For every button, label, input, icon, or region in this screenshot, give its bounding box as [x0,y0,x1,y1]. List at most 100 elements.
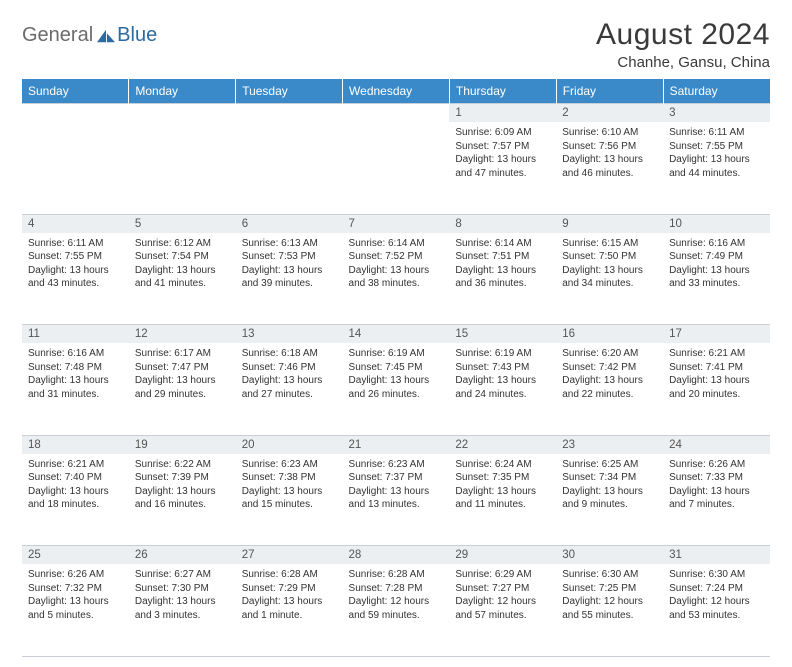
day-detail: Sunrise: 6:19 AMSunset: 7:43 PMDaylight:… [449,343,556,405]
sunrise-text: Sunrise: 6:13 AM [242,237,337,251]
daynum-cell: 31 [663,546,770,565]
sunset-text: Sunset: 7:29 PM [242,582,337,596]
detail-cell: Sunrise: 6:27 AMSunset: 7:30 PMDaylight:… [129,564,236,656]
daynum-cell: 27 [236,546,343,565]
detail-cell: Sunrise: 6:19 AMSunset: 7:43 PMDaylight:… [449,343,556,435]
daylight-text: Daylight: 13 hours [135,374,230,388]
daylight-text: Daylight: 13 hours [242,485,337,499]
daylight-text: and 38 minutes. [349,277,444,291]
detail-cell: Sunrise: 6:14 AMSunset: 7:52 PMDaylight:… [343,233,450,325]
detail-cell: Sunrise: 6:15 AMSunset: 7:50 PMDaylight:… [556,233,663,325]
day-detail: Sunrise: 6:14 AMSunset: 7:51 PMDaylight:… [449,233,556,295]
detail-cell: Sunrise: 6:19 AMSunset: 7:45 PMDaylight:… [343,343,450,435]
sunset-text: Sunset: 7:50 PM [562,250,657,264]
daynum-row: 123 [22,104,770,123]
detail-cell: Sunrise: 6:12 AMSunset: 7:54 PMDaylight:… [129,233,236,325]
sunrise-text: Sunrise: 6:26 AM [669,458,764,472]
detail-cell: Sunrise: 6:13 AMSunset: 7:53 PMDaylight:… [236,233,343,325]
detail-cell: Sunrise: 6:21 AMSunset: 7:40 PMDaylight:… [22,454,129,546]
detail-cell: Sunrise: 6:14 AMSunset: 7:51 PMDaylight:… [449,233,556,325]
detail-cell: Sunrise: 6:30 AMSunset: 7:25 PMDaylight:… [556,564,663,656]
day-number: 26 [129,546,236,564]
sunset-text: Sunset: 7:25 PM [562,582,657,596]
day-number: 14 [343,325,450,343]
detail-cell: Sunrise: 6:21 AMSunset: 7:41 PMDaylight:… [663,343,770,435]
sunset-text: Sunset: 7:34 PM [562,471,657,485]
daylight-text: Daylight: 13 hours [562,264,657,278]
detail-row: Sunrise: 6:09 AMSunset: 7:57 PMDaylight:… [22,122,770,214]
brand-logo: General Blue [22,18,157,47]
day-number: 5 [129,215,236,233]
daynum-cell: 18 [22,435,129,454]
daynum-cell: 6 [236,214,343,233]
sunset-text: Sunset: 7:46 PM [242,361,337,375]
day-detail: Sunrise: 6:29 AMSunset: 7:27 PMDaylight:… [449,564,556,626]
daylight-text: Daylight: 13 hours [669,153,764,167]
sunrise-text: Sunrise: 6:19 AM [349,347,444,361]
sunset-text: Sunset: 7:48 PM [28,361,123,375]
daylight-text: and 5 minutes. [28,609,123,623]
daynum-row: 11121314151617 [22,325,770,344]
day-detail: Sunrise: 6:17 AMSunset: 7:47 PMDaylight:… [129,343,236,405]
daylight-text: and 1 minute. [242,609,337,623]
sunset-text: Sunset: 7:39 PM [135,471,230,485]
daynum-cell: 26 [129,546,236,565]
sunset-text: Sunset: 7:37 PM [349,471,444,485]
sunrise-text: Sunrise: 6:09 AM [455,126,550,140]
day-number: 24 [663,436,770,454]
day-detail: Sunrise: 6:20 AMSunset: 7:42 PMDaylight:… [556,343,663,405]
detail-cell [22,122,129,214]
day-detail: Sunrise: 6:12 AMSunset: 7:54 PMDaylight:… [129,233,236,295]
day-number: 7 [343,215,450,233]
sunrise-text: Sunrise: 6:11 AM [669,126,764,140]
day-detail: Sunrise: 6:13 AMSunset: 7:53 PMDaylight:… [236,233,343,295]
day-detail: Sunrise: 6:19 AMSunset: 7:45 PMDaylight:… [343,343,450,405]
sunset-text: Sunset: 7:24 PM [669,582,764,596]
daynum-row: 18192021222324 [22,435,770,454]
detail-cell: Sunrise: 6:22 AMSunset: 7:39 PMDaylight:… [129,454,236,546]
sunset-text: Sunset: 7:35 PM [455,471,550,485]
daylight-text: Daylight: 13 hours [562,153,657,167]
daylight-text: and 46 minutes. [562,167,657,181]
day-detail: Sunrise: 6:28 AMSunset: 7:29 PMDaylight:… [236,564,343,626]
sunrise-text: Sunrise: 6:30 AM [562,568,657,582]
daylight-text: Daylight: 13 hours [242,595,337,609]
sunrise-text: Sunrise: 6:24 AM [455,458,550,472]
day-number: 3 [663,104,770,122]
detail-cell [129,122,236,214]
sunset-text: Sunset: 7:51 PM [455,250,550,264]
weekday-header: Monday [129,79,236,104]
daynum-cell: 23 [556,435,663,454]
sunrise-text: Sunrise: 6:29 AM [455,568,550,582]
daylight-text: and 53 minutes. [669,609,764,623]
daylight-text: and 13 minutes. [349,498,444,512]
daylight-text: and 47 minutes. [455,167,550,181]
day-number: 23 [556,436,663,454]
daylight-text: Daylight: 13 hours [135,595,230,609]
daynum-cell: 12 [129,325,236,344]
daynum-cell: 16 [556,325,663,344]
sunset-text: Sunset: 7:47 PM [135,361,230,375]
day-detail: Sunrise: 6:30 AMSunset: 7:24 PMDaylight:… [663,564,770,626]
daynum-cell: 9 [556,214,663,233]
daylight-text: Daylight: 13 hours [28,485,123,499]
weekday-header: Thursday [449,79,556,104]
day-detail: Sunrise: 6:10 AMSunset: 7:56 PMDaylight:… [556,122,663,184]
detail-cell [343,122,450,214]
detail-cell: Sunrise: 6:24 AMSunset: 7:35 PMDaylight:… [449,454,556,546]
daynum-cell: 21 [343,435,450,454]
daylight-text: Daylight: 13 hours [135,264,230,278]
weekday-header: Wednesday [343,79,450,104]
weekday-header-row: Sunday Monday Tuesday Wednesday Thursday… [22,79,770,104]
daynum-cell [343,104,450,123]
daylight-text: and 36 minutes. [455,277,550,291]
day-detail: Sunrise: 6:30 AMSunset: 7:25 PMDaylight:… [556,564,663,626]
day-detail: Sunrise: 6:26 AMSunset: 7:32 PMDaylight:… [22,564,129,626]
sunset-text: Sunset: 7:30 PM [135,582,230,596]
daylight-text: and 24 minutes. [455,388,550,402]
sunrise-text: Sunrise: 6:14 AM [455,237,550,251]
detail-cell: Sunrise: 6:16 AMSunset: 7:48 PMDaylight:… [22,343,129,435]
calendar-page: General Blue August 2024 Chanhe, Gansu, … [0,0,792,667]
sunset-text: Sunset: 7:52 PM [349,250,444,264]
location-text: Chanhe, Gansu, China [596,54,770,71]
